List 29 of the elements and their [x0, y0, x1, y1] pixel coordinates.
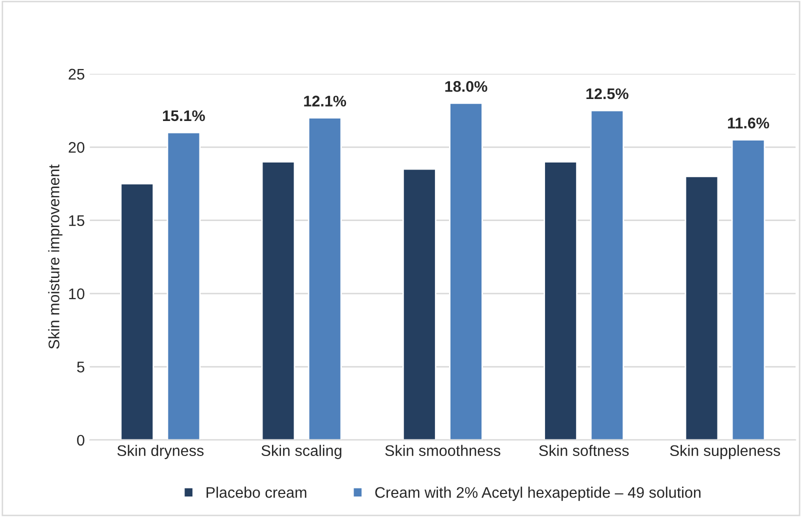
bar	[590, 110, 624, 440]
bar	[308, 117, 342, 440]
bar	[731, 139, 766, 440]
bar	[120, 183, 154, 440]
y-axis-title: Skin moisture improvement	[48, 164, 62, 349]
y-tick-label: 25	[68, 68, 84, 80]
x-tick-label: Skin softness	[539, 444, 629, 456]
bar	[261, 161, 296, 440]
annotation: 11.6%	[728, 118, 770, 128]
bar	[544, 161, 578, 440]
x-tick-label: Skin smoothness	[385, 444, 500, 456]
y-tick-label: 0	[77, 434, 84, 446]
x-tick-label: Skin suppleness	[670, 444, 780, 460]
y-tick-label: 10	[69, 288, 84, 300]
bar	[449, 102, 483, 440]
annotation: 12.1%	[304, 96, 346, 106]
legend-label: Placebo cream	[206, 486, 306, 498]
x-tick-label: Skin scaling	[261, 444, 342, 460]
bar	[684, 176, 719, 440]
bar	[402, 168, 436, 440]
y-tick-label: 5	[77, 362, 84, 372]
annotation: 12.5%	[586, 88, 628, 100]
legend-label: Cream with 2% Acetyl hexapeptide – 49 solution	[375, 486, 700, 501]
y-tick-label: 20	[68, 142, 84, 153]
annotation: 18.0%	[445, 81, 488, 92]
x-tick-label: Skin dryness	[117, 444, 204, 460]
y-tick-label: 15	[69, 215, 84, 226]
bar	[166, 132, 201, 440]
annotation: 15.1%	[162, 110, 205, 122]
